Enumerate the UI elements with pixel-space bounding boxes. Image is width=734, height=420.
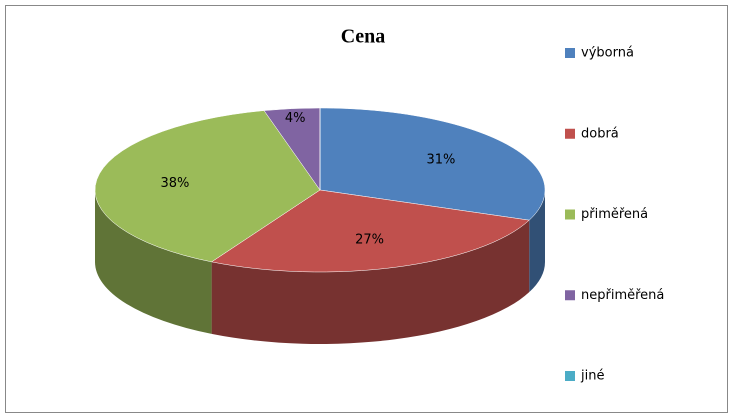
legend-swatch: [565, 128, 575, 139]
legend-label: nepřiměřená: [581, 288, 664, 303]
data-label: 38%: [160, 176, 189, 191]
pie-slice-side: [95, 190, 212, 334]
data-label: 4%: [285, 111, 306, 126]
legend-label: dobrá: [581, 126, 619, 141]
legend-swatch: [565, 371, 575, 381]
data-label: 27%: [355, 233, 384, 248]
legend-swatch: [565, 290, 575, 301]
pie-slice-side: [211, 220, 530, 344]
data-label: 31%: [427, 153, 456, 168]
pie-slice: [94, 110, 321, 263]
legend-label: jiné: [580, 369, 604, 384]
legend-swatch: [565, 209, 575, 220]
pie-slice: [210, 189, 530, 273]
pie-slice-side: [529, 190, 545, 293]
chart-title: Cena: [341, 26, 385, 48]
pie-slice: [319, 107, 546, 221]
legend-swatch: [565, 48, 575, 58]
legend-label: přiměřená: [581, 207, 648, 222]
legend-label: výborná: [581, 46, 634, 61]
